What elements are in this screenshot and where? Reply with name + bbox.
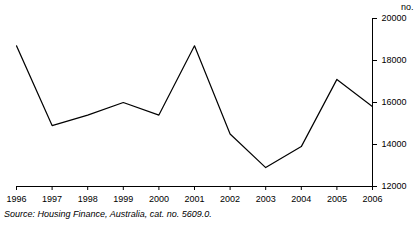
svg-text:18000: 18000 [382, 55, 407, 65]
svg-text:1999: 1999 [113, 194, 133, 204]
svg-text:1997: 1997 [42, 194, 62, 204]
svg-text:2003: 2003 [256, 194, 276, 204]
svg-text:2005: 2005 [327, 194, 347, 204]
svg-text:2006: 2006 [362, 194, 382, 204]
svg-text:16000: 16000 [382, 97, 407, 107]
svg-text:1998: 1998 [78, 194, 98, 204]
html-text:Source: Housing Finance, Austr: Source: Housing Finance, Australia, cat.… [4, 209, 212, 219]
svg-text:no.: no. [401, 2, 414, 12]
svg-text:12000: 12000 [382, 181, 407, 191]
svg-text:2001: 2001 [184, 194, 204, 204]
svg-text:14000: 14000 [382, 139, 407, 149]
svg-text:1996: 1996 [6, 194, 26, 204]
svg-text:20000: 20000 [382, 13, 407, 23]
svg-text:2000: 2000 [149, 194, 169, 204]
svg-text:2004: 2004 [291, 194, 311, 204]
svg-text:2002: 2002 [220, 194, 240, 204]
